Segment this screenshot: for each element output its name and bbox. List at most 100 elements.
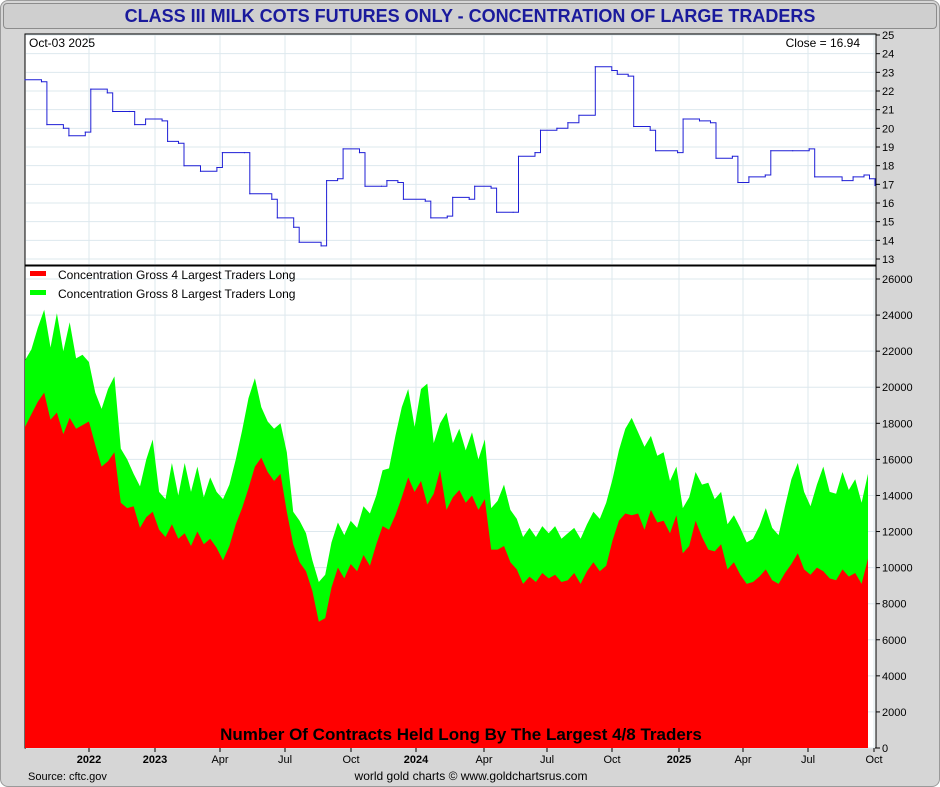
x-tick-label: 2025 — [667, 754, 691, 766]
price-point — [539, 129, 542, 131]
chart-annotation: Number Of Contracts Held Long By The Lar… — [220, 725, 702, 744]
conc-y-tick-label: 10000 — [882, 563, 913, 575]
price-point — [62, 127, 64, 129]
price-point — [868, 178, 871, 180]
title-bar: CLASS III MILK COTS FUTURES ONLY - CONCE… — [3, 3, 937, 29]
price-point — [512, 211, 514, 213]
legend: Concentration Gross 4 Largest Traders Lo… — [30, 268, 295, 301]
price-point — [106, 92, 108, 94]
source-label: Source: cftc.gov — [28, 771, 107, 783]
concentration-areas — [25, 309, 868, 748]
close-label: Close = 16.94 — [786, 36, 861, 50]
conc-y-tick-label: 12000 — [882, 527, 913, 539]
price-point — [452, 196, 454, 198]
price-y-tick-label: 20 — [882, 123, 894, 135]
conc-y-tick-label: 20000 — [882, 382, 913, 394]
conc-y-tick-label: 14000 — [882, 490, 913, 502]
price-point — [611, 69, 613, 72]
price-y-tick-label: 22 — [882, 86, 894, 98]
price-y-tick-label: 23 — [882, 67, 894, 79]
price-point — [446, 215, 448, 217]
price-point — [167, 140, 169, 142]
price-panel — [24, 33, 877, 266]
legend-swatch-gross4 — [30, 271, 46, 276]
price-point — [633, 125, 635, 128]
price-point — [841, 180, 843, 182]
price-y-tick-label: 15 — [882, 217, 894, 229]
conc-y-tick-label: 0 — [882, 743, 888, 755]
price-point — [386, 180, 388, 182]
conc-y-tick-label: 2000 — [882, 707, 906, 719]
price-y-tick-label: 19 — [882, 142, 894, 154]
price-point — [468, 198, 470, 200]
price-point — [682, 118, 684, 120]
price-point — [430, 217, 432, 219]
axes: 2022 2023 Apr Jul Oct 2024 Apr Jul Oct 2025 Apr Jul… — [77, 30, 913, 766]
area-gross4 — [25, 392, 868, 748]
price-point — [320, 245, 322, 247]
price-point — [698, 120, 701, 122]
x-tick-label: 2023 — [143, 754, 167, 766]
price-point — [874, 184, 876, 187]
price-point — [326, 180, 328, 182]
price-y-tick-label: 21 — [882, 105, 894, 117]
price-point — [145, 118, 147, 120]
credit-label: world gold charts © www.goldchartsrus.co… — [354, 769, 588, 783]
price-point — [863, 174, 865, 176]
price-point — [748, 176, 750, 178]
conc-y-tick-label: 26000 — [882, 274, 913, 286]
x-tick-label: Oct — [865, 754, 882, 766]
date-label: Oct-03 2025 — [29, 36, 95, 50]
price-point — [84, 131, 86, 133]
conc-y-tick-label: 16000 — [882, 454, 913, 466]
x-tick-label: Jul — [540, 754, 554, 766]
price-point — [293, 226, 295, 228]
price-point — [474, 185, 476, 187]
price-point — [342, 148, 344, 150]
price-point — [46, 124, 48, 126]
price-point — [271, 198, 273, 200]
price-point — [134, 124, 136, 126]
price-point — [770, 150, 772, 152]
price-point — [40, 81, 43, 83]
price-point — [397, 181, 399, 184]
conc-y-tick-label: 22000 — [882, 346, 913, 358]
x-tick-label: Apr — [475, 754, 492, 766]
legend-swatch-gross8 — [30, 290, 46, 295]
price-point — [243, 152, 245, 154]
price-y-tick-label: 14 — [882, 235, 894, 247]
x-tick-label: 2024 — [404, 754, 429, 766]
price-point — [90, 88, 92, 90]
price-point — [594, 66, 596, 68]
price-point — [68, 135, 70, 137]
x-tick-label: Oct — [342, 754, 359, 766]
price-point — [402, 198, 404, 200]
price-point — [183, 165, 185, 167]
price-line — [25, 66, 876, 247]
price-point — [677, 152, 679, 154]
price-point — [517, 155, 520, 157]
price-point — [792, 150, 794, 152]
price-point — [380, 185, 383, 187]
price-point — [199, 170, 202, 172]
price-point — [578, 114, 580, 116]
x-tick-label: Apr — [211, 754, 228, 766]
x-tick-label: 2022 — [77, 754, 101, 766]
conc-y-tick-label: 18000 — [882, 418, 913, 430]
price-point — [490, 187, 492, 189]
x-tick-label: Jul — [801, 754, 815, 766]
price-point — [655, 150, 657, 152]
price-point — [567, 122, 569, 124]
price-point — [808, 148, 810, 150]
legend-label-gross4: Concentration Gross 4 Largest Traders Lo… — [58, 268, 295, 282]
price-point — [128, 110, 130, 113]
price-point — [715, 157, 717, 159]
price-point — [649, 129, 651, 131]
price-point — [424, 200, 426, 202]
price-point — [496, 211, 498, 213]
price-point — [177, 142, 180, 144]
price-point — [364, 185, 366, 187]
price-point — [616, 73, 618, 75]
legend-label-gross8: Concentration Gross 8 Largest Traders Lo… — [58, 287, 295, 301]
